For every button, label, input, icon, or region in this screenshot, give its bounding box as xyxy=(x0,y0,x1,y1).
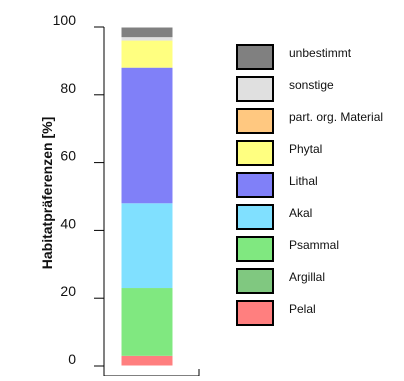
y-tick-label-0: 0 xyxy=(68,351,76,367)
bar-segment-lithal xyxy=(121,67,173,204)
legend-swatch-lithal xyxy=(236,172,274,198)
legend-swatch-pelal xyxy=(236,300,274,326)
legend-swatch-sonstige xyxy=(236,76,274,102)
y-axis-title: Habitatpräferenzen [%] xyxy=(39,117,55,269)
y-tick-label-80: 80 xyxy=(60,80,76,96)
legend-label-akal: Akal xyxy=(289,206,312,220)
legend-label-part-org-material: part. org. Material xyxy=(289,110,383,124)
stacked-bar xyxy=(120,26,174,367)
bar-segment-psammal xyxy=(121,288,173,356)
legend-swatch-phytal xyxy=(236,140,274,166)
y-axis: 0 20 40 60 80 100 xyxy=(53,12,200,377)
legend-label-unbestimmt: unbestimmt xyxy=(289,46,352,60)
legend-label-pelal: Pelal xyxy=(289,302,316,316)
bar-outline xyxy=(120,26,174,367)
y-tick-label-20: 20 xyxy=(60,283,76,299)
legend-swatch-part-org-material xyxy=(236,108,274,134)
legend-label-psammal: Psammal xyxy=(289,238,339,252)
legend-swatch-akal xyxy=(236,204,274,230)
y-tick-label-100: 100 xyxy=(53,12,77,28)
legend-swatch-argillal xyxy=(236,268,274,294)
legend-label-argillal: Argillal xyxy=(289,270,325,284)
bar-segment-unbestimmt xyxy=(121,27,173,38)
y-tick-label-60: 60 xyxy=(60,148,76,164)
legend-label-sonstige: sonstige xyxy=(289,78,334,92)
y-tick-label-40: 40 xyxy=(60,215,76,231)
legend-label-phytal: Phytal xyxy=(289,142,322,156)
bar-segment-sonstige xyxy=(121,37,173,41)
legend-label-lithal: Lithal xyxy=(289,174,318,188)
legend: unbestimmt sonstige part. org. Material Phy… xyxy=(236,44,383,326)
bar-segment-phytal xyxy=(121,40,173,68)
bar-segment-pelal xyxy=(121,355,173,366)
legend-swatch-psammal xyxy=(236,236,274,262)
bar-segment-akal xyxy=(121,203,173,289)
legend-swatch-unbestimmt xyxy=(236,44,274,70)
